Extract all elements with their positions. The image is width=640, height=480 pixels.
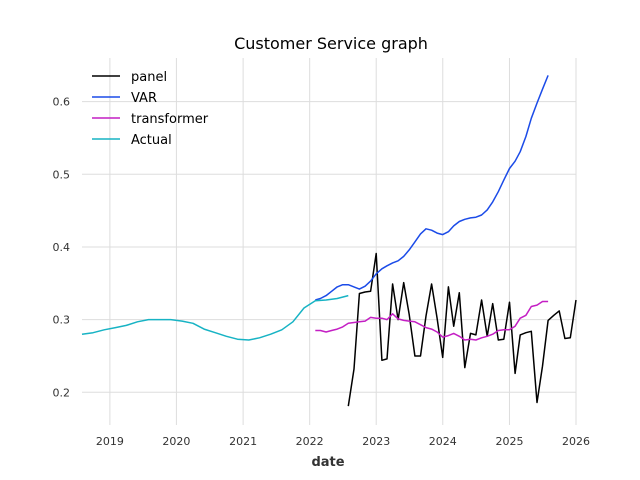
x-tick-label: 2025 (495, 435, 523, 448)
x-axis-title: date (311, 455, 344, 470)
legend-label-panel: panel (131, 70, 167, 85)
y-tick-label: 0.6 (53, 96, 71, 109)
legend-label-transformer: transformer (131, 112, 209, 127)
legend-label-actual: Actual (131, 133, 172, 148)
x-tick-label: 2024 (429, 435, 457, 448)
x-axis-ticks: 2019 2020 2021 2022 2023 2024 2025 2026 (96, 435, 590, 448)
series-layer (81, 75, 577, 407)
y-tick-label: 0.3 (53, 314, 71, 327)
y-axis-ticks: 0.2 0.3 0.4 0.5 0.6 (53, 96, 71, 400)
legend: panel VAR transformer Actual (92, 70, 209, 148)
y-tick-label: 0.2 (53, 386, 71, 399)
y-tick-label: 0.5 (53, 168, 71, 181)
x-tick-label: 2020 (162, 435, 190, 448)
series-line-transformer (315, 300, 549, 341)
x-tick-label: 2023 (362, 435, 390, 448)
x-tick-label: 2021 (229, 435, 257, 448)
series-line-panel (347, 252, 577, 407)
x-tick-label: 2019 (96, 435, 124, 448)
chart-title: Customer Service graph (234, 34, 428, 53)
grid (82, 58, 577, 425)
x-tick-label: 2026 (562, 435, 590, 448)
y-tick-label: 0.4 (53, 241, 71, 254)
legend-label-var: VAR (131, 91, 157, 106)
series-line-actual (81, 294, 349, 341)
series-line-var (315, 75, 549, 301)
x-tick-label: 2022 (296, 435, 324, 448)
